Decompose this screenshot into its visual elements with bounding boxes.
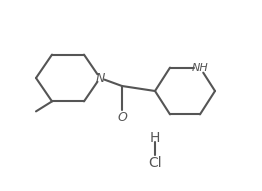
- Text: N: N: [95, 71, 105, 84]
- Text: Cl: Cl: [148, 156, 162, 170]
- Text: NH: NH: [192, 63, 208, 73]
- Text: H: H: [150, 131, 160, 145]
- Text: O: O: [117, 111, 127, 124]
